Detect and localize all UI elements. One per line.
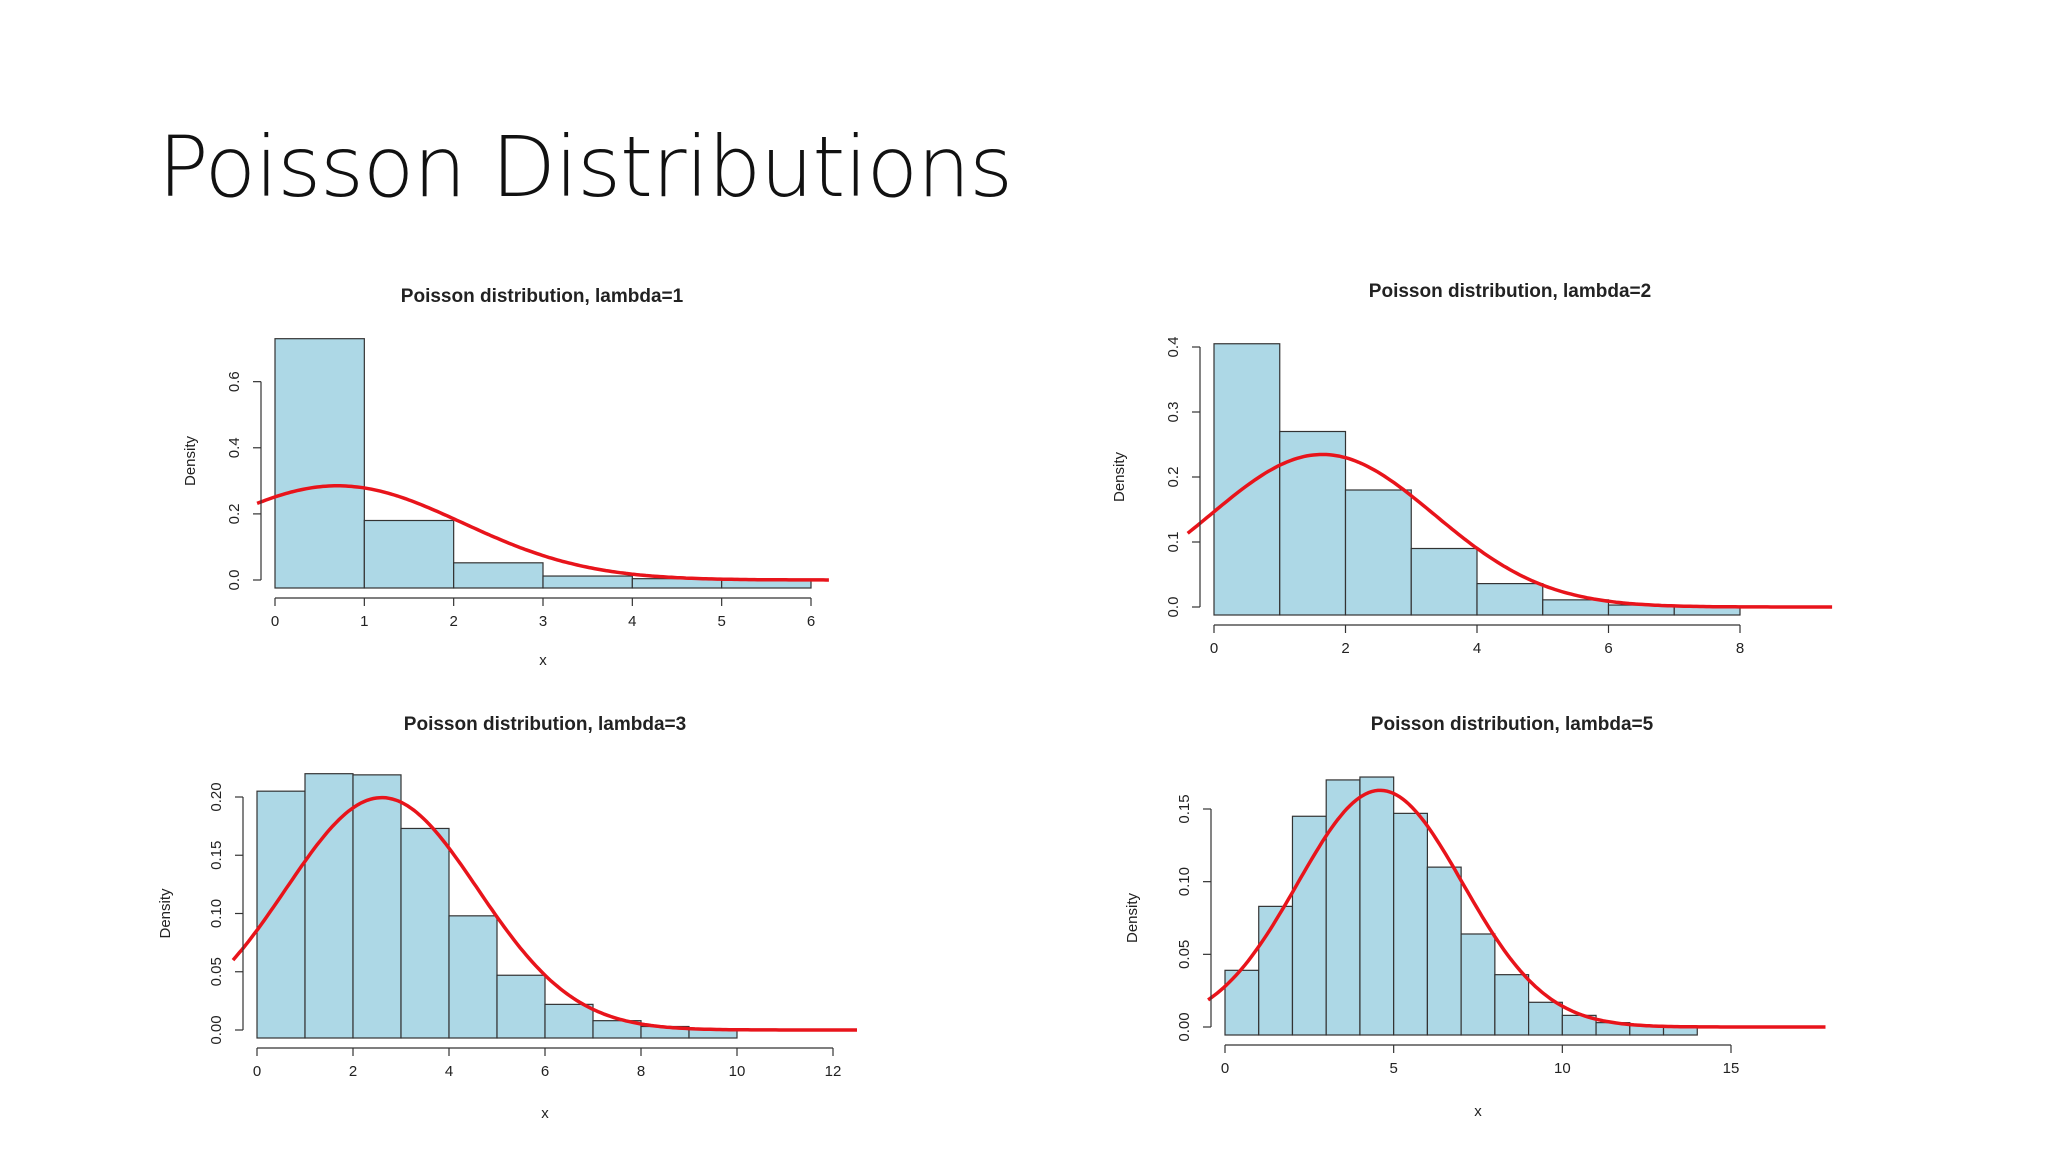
histogram-bar [1291, 815, 1327, 1036]
slide-title: Poisson Distributions [158, 118, 1013, 216]
x-tick-label: 10 [729, 1063, 746, 1080]
x-axis-label: x [1474, 1103, 1482, 1120]
bar-group [1213, 343, 1741, 616]
histogram-bar [1359, 776, 1395, 1036]
x-tick-label: 8 [1736, 640, 1744, 657]
x-tick-label: 5 [1389, 1060, 1397, 1077]
histogram-bar [448, 915, 498, 1039]
x-tick-label: 4 [628, 613, 636, 630]
histogram-bar [1460, 933, 1496, 1036]
histogram-bar [1279, 430, 1347, 616]
x-tick-label: 10 [1554, 1060, 1571, 1077]
x-tick-label: 4 [1473, 640, 1481, 657]
y-tick-label: 0.00 [1176, 1012, 1193, 1041]
density-curve [1186, 452, 1833, 609]
y-axis-label: Density [157, 888, 174, 939]
y-tick-label: 0.0 [226, 570, 243, 591]
x-tick-label: 2 [349, 1063, 357, 1080]
histogram-bar [1344, 489, 1412, 616]
x-tick-label: 0 [1221, 1060, 1229, 1077]
x-tick-label: 5 [717, 613, 725, 630]
y-tick-label: 0.00 [208, 1015, 225, 1044]
x-tick-label: 6 [1604, 640, 1612, 657]
y-tick-label: 0.15 [1176, 794, 1193, 823]
histogram-chart: Poisson distribution, lambda=5 0 5 10 15 x 0.0… [1124, 714, 1826, 1120]
x-tick-label: 0 [253, 1063, 261, 1080]
histogram-bar [1494, 974, 1530, 1036]
x-tick-label: 0 [1210, 640, 1218, 657]
y-axis-label: Density [1111, 451, 1128, 502]
histogram-chart: Poisson distribution, lambda=3 0 2 4 6 8 10 12 x… [157, 714, 857, 1122]
histogram-bar [542, 575, 633, 589]
histogram-bar [352, 774, 402, 1039]
chart-panel: Poisson distribution, lambda=5 0 5 10 15 x 0.0… [1100, 690, 1945, 1145]
x-tick-label: 4 [445, 1063, 453, 1080]
histogram-bar [453, 562, 544, 589]
x-axis-label: x [541, 1105, 549, 1122]
chart-panel: Poisson distribution, lambda=1 0 1 2 3 4 5 6 x 0.… [150, 270, 860, 690]
density-curve [1207, 788, 1826, 1029]
y-tick-label: 0.0 [1165, 597, 1182, 618]
chart-title: Poisson distribution, lambda=5 [1371, 714, 1654, 735]
y-tick-label: 0.15 [208, 841, 225, 870]
x-tick-label: 1 [360, 613, 368, 630]
histogram-bar [400, 827, 450, 1039]
histogram-bar [1528, 1001, 1563, 1036]
chart-panel: Poisson distribution, lambda=3 0 2 4 6 8 10 12 x… [130, 690, 870, 1145]
bar-group [1224, 776, 1698, 1036]
density-curve [231, 795, 857, 1032]
histogram-bar [1410, 547, 1478, 616]
histogram-bar [1393, 812, 1428, 1036]
y-tick-label: 0.05 [208, 957, 225, 986]
y-tick-label: 0.10 [1176, 867, 1193, 896]
x-tick-label: 2 [1341, 640, 1349, 657]
histogram-bar [1476, 583, 1544, 616]
histogram-bar [1542, 599, 1610, 616]
chart-title: Poisson distribution, lambda=2 [1369, 281, 1651, 302]
density-curve [256, 484, 829, 582]
histogram-chart: Poisson distribution, lambda=1 0 1 2 3 4 5 6 x 0.… [182, 286, 829, 669]
y-tick-label: 0.1 [1165, 532, 1182, 553]
y-tick-label: 0.10 [208, 899, 225, 928]
bar-group [274, 338, 812, 589]
histogram-bar [544, 1003, 594, 1039]
x-axis-label: x [539, 652, 547, 669]
y-tick-label: 0.2 [1165, 467, 1182, 488]
histogram-bar [1258, 905, 1294, 1036]
y-tick-label: 0.2 [226, 503, 243, 524]
y-tick-label: 0.4 [1165, 337, 1182, 358]
histogram-bar [1426, 866, 1462, 1036]
y-tick-label: 0.6 [226, 371, 243, 392]
x-tick-label: 15 [1723, 1060, 1740, 1077]
y-tick-label: 0.20 [208, 782, 225, 811]
x-tick-label: 6 [807, 613, 815, 630]
x-tick-label: 12 [825, 1063, 842, 1080]
y-tick-label: 0.05 [1176, 940, 1193, 969]
chart-title: Poisson distribution, lambda=3 [404, 714, 686, 735]
x-tick-label: 8 [637, 1063, 645, 1080]
histogram-bar [496, 974, 546, 1039]
y-tick-label: 0.4 [226, 437, 243, 458]
x-tick-label: 2 [449, 613, 457, 630]
x-tick-label: 6 [541, 1063, 549, 1080]
y-tick-label: 0.3 [1165, 402, 1182, 423]
histogram-bar [274, 338, 365, 589]
bar-group [256, 773, 738, 1039]
x-tick-label: 0 [271, 613, 279, 630]
histogram-bar [1325, 779, 1361, 1036]
histogram-bar [256, 790, 306, 1039]
x-tick-label: 3 [539, 613, 547, 630]
histogram-chart: Poisson distribution, lambda=2 0 2 4 6 8 0.0 0.… [1111, 281, 1833, 657]
histogram-bar [363, 519, 455, 589]
y-axis-label: Density [182, 435, 199, 486]
chart-panel: Poisson distribution, lambda=2 0 2 4 6 8 0.0 0.… [1085, 270, 1945, 690]
histogram-bar [304, 773, 354, 1039]
y-axis-label: Density [1124, 892, 1141, 943]
chart-title: Poisson distribution, lambda=1 [401, 286, 684, 307]
histogram-bar [1213, 343, 1281, 616]
